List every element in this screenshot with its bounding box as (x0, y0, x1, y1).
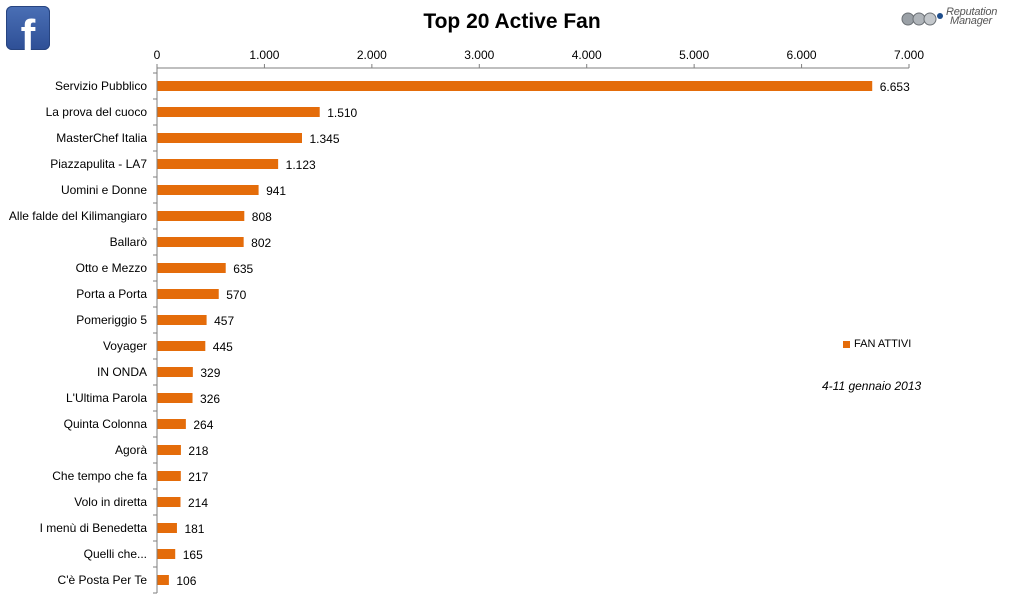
data-label: 218 (188, 444, 208, 458)
x-tick-label: 4.000 (572, 48, 602, 62)
category-label: L'Ultima Parola (66, 391, 147, 405)
bar (157, 211, 245, 221)
data-label: 6.653 (880, 80, 910, 94)
legend-label: FAN ATTIVI (854, 338, 912, 350)
bar (157, 497, 181, 507)
category-label: Alle falde del Kilimangiaro (9, 209, 147, 223)
data-label: 1.123 (286, 158, 316, 172)
facebook-logo-icon: f (6, 6, 50, 50)
bar (157, 133, 302, 143)
category-label: Servizio Pubblico (55, 79, 147, 93)
data-label: 570 (226, 288, 246, 302)
x-tick-label: 7.000 (894, 48, 924, 62)
reputation-manager-logo-text: Reputation Manager (946, 6, 998, 27)
category-label: I menù di Benedetta (40, 521, 148, 535)
category-label: Ballarò (110, 235, 148, 249)
category-label: IN ONDA (97, 365, 147, 379)
x-tick-label: 0 (154, 48, 161, 62)
data-label: 635 (233, 262, 253, 276)
category-label: Agorà (115, 443, 147, 457)
data-label: 802 (251, 236, 271, 250)
bar (157, 549, 176, 559)
category-label: Porta a Porta (76, 287, 147, 301)
category-label: Voyager (103, 339, 147, 353)
category-label: Pomeriggio 5 (76, 313, 147, 327)
data-label: 457 (214, 314, 234, 328)
bar (157, 159, 279, 169)
reputation-manager-logo: Reputation Manager (900, 6, 1020, 30)
bar (157, 263, 226, 273)
category-label: Quelli che... (84, 547, 147, 561)
bar (157, 185, 259, 195)
x-tick-label: 2.000 (357, 48, 387, 62)
bar (157, 341, 206, 351)
data-label: 445 (213, 340, 233, 354)
x-tick-label: 1.000 (249, 48, 279, 62)
data-label: 1.510 (327, 106, 357, 120)
x-tick-label: 5.000 (679, 48, 709, 62)
data-label: 165 (183, 548, 203, 562)
bar (157, 367, 193, 377)
category-label: Che tempo che fa (52, 469, 147, 483)
bar (157, 81, 873, 91)
bar (157, 315, 207, 325)
data-label: 329 (200, 366, 220, 380)
bar (157, 237, 244, 247)
data-label: 326 (200, 392, 220, 406)
bar (157, 419, 186, 429)
data-label: 808 (252, 210, 272, 224)
category-label: Piazzapulita - LA7 (50, 157, 147, 171)
bar (157, 575, 169, 585)
data-label: 106 (176, 574, 196, 588)
bar (157, 393, 193, 403)
category-label: La prova del cuoco (46, 105, 148, 119)
reputation-manager-logo-mark (901, 12, 943, 26)
data-label: 1.345 (309, 132, 339, 146)
legend-swatch (843, 340, 850, 348)
bar (157, 471, 181, 481)
data-label: 217 (188, 470, 208, 484)
bar (157, 523, 177, 533)
category-label: Quinta Colonna (64, 417, 148, 431)
date-annotation: 4-11 gennaio 2013 (822, 379, 922, 393)
data-label: 941 (266, 184, 286, 198)
chart-legend: FAN ATTIVI (843, 338, 911, 350)
data-label: 181 (184, 522, 204, 536)
chart-title: Top 20 Active Fan (423, 10, 601, 33)
bar (157, 107, 320, 117)
category-label: Otto e Mezzo (76, 261, 148, 275)
data-label: 264 (193, 418, 213, 432)
category-label: Uomini e Donne (61, 183, 147, 197)
category-label: MasterChef Italia (56, 131, 147, 145)
x-tick-label: 3.000 (464, 48, 494, 62)
category-label: Volo in diretta (74, 495, 147, 509)
bar (157, 445, 181, 455)
bar (157, 289, 219, 299)
x-tick-label: 6.000 (787, 48, 817, 62)
data-label: 214 (188, 496, 208, 510)
category-label: C'è Posta Per Te (58, 573, 148, 587)
